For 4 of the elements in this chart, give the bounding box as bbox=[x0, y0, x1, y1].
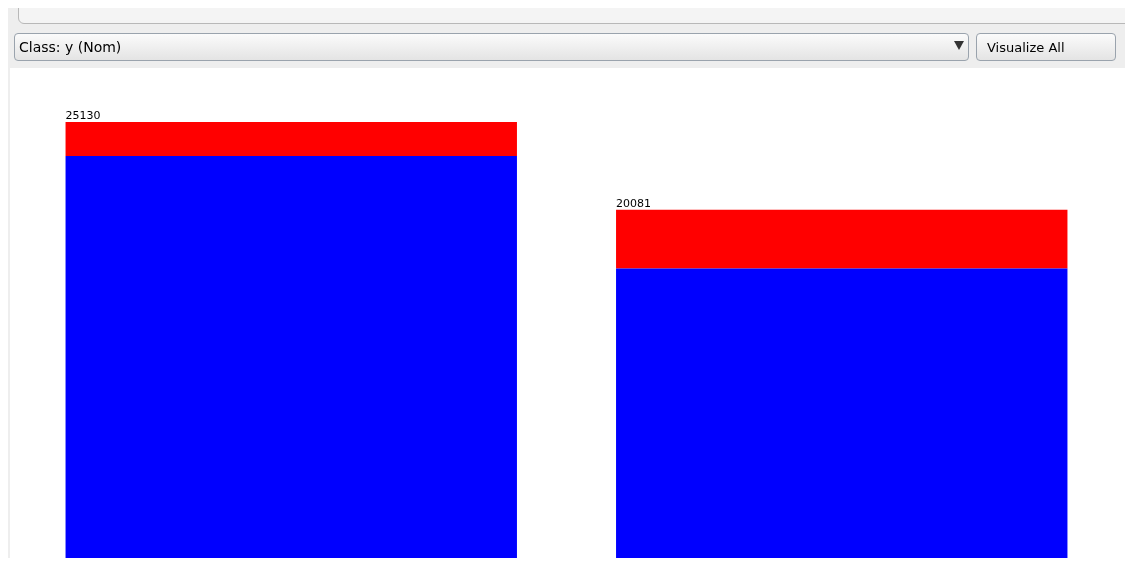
text: Class: y (Nom) bbox=[19, 39, 122, 55]
annotation: 20081 bbox=[616, 197, 652, 210]
annotation: 25130 bbox=[65, 109, 101, 123]
text: Visualize All bbox=[987, 39, 1065, 55]
